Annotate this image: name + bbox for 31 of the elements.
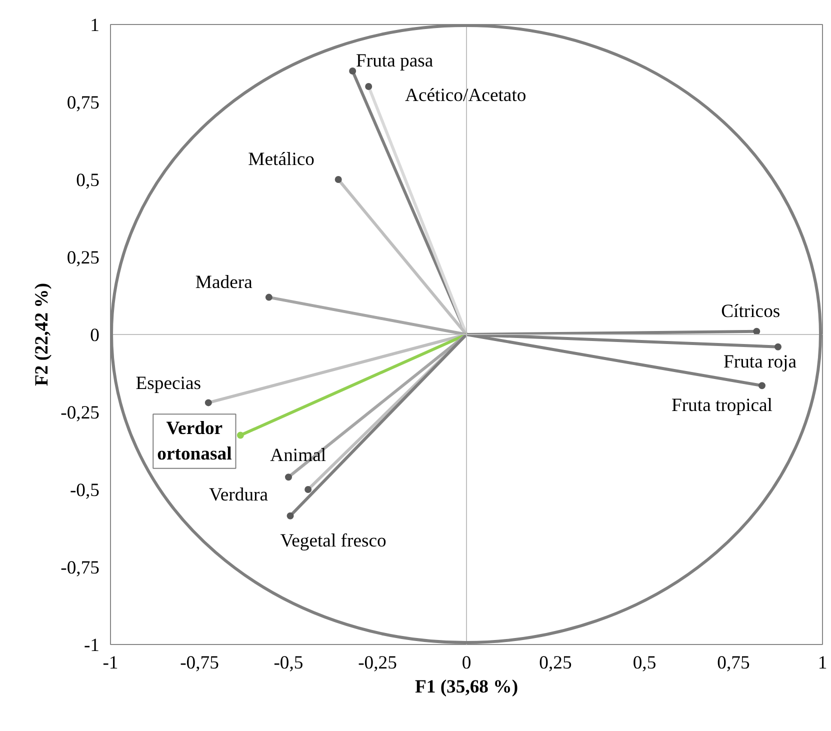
x-axis-title: F1 (35,68 %) [414, 676, 518, 698]
x-tick-label: -0,25 [358, 652, 397, 674]
x-tick-label: 0,5 [632, 652, 656, 674]
series-label: Animal [270, 445, 326, 466]
series-label: Verdura [208, 484, 269, 506]
y-tick-label: 0,25 [66, 248, 100, 268]
x-tick-label: 0,75 [717, 652, 750, 674]
y-tick-label: -1 [84, 635, 100, 656]
series-label: Especias [136, 373, 202, 394]
y-axis-title: F2 (22,42 %) [32, 282, 53, 386]
x-tick-label: -0,75 [180, 652, 219, 674]
y-tick-label: 0,5 [76, 170, 100, 191]
x-tick-label: 0 [462, 652, 472, 674]
series-label: Fruta pasa [356, 50, 434, 72]
x-tick-label: 1 [818, 652, 828, 674]
series-label: Fruta tropical [671, 395, 772, 416]
y-tick-label: -0,25 [60, 402, 100, 424]
series-label: Vegetal fresco [280, 530, 386, 552]
x-tick-label: 0,25 [539, 652, 572, 674]
x-tick-label: -0,5 [274, 652, 304, 674]
series-label: Metálico [248, 149, 314, 170]
y-tick-label: 1 [90, 15, 100, 36]
series-label: Cítricos [721, 300, 780, 322]
series-label: Acético/Acetato [405, 85, 526, 106]
y-tick-label: 0 [90, 325, 100, 346]
y-tick-label: -0,5 [70, 480, 100, 501]
y-tick-label: 0,75 [66, 92, 100, 114]
series-label: Verdor ortonasal [157, 418, 232, 464]
series-label: Madera [195, 272, 254, 293]
series-label: Fruta roja [723, 351, 798, 372]
y-tick-label: -0,75 [60, 558, 100, 578]
